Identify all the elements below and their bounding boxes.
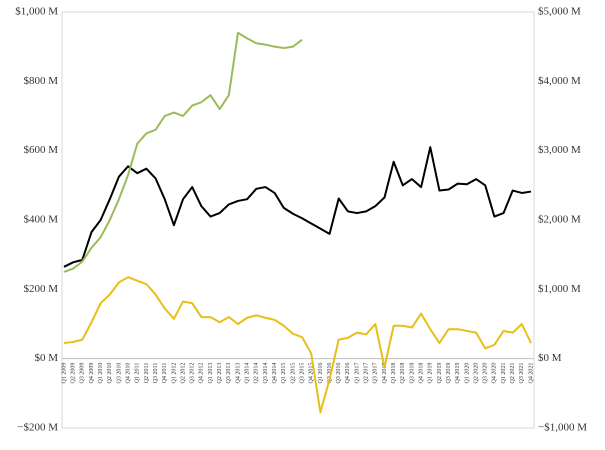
x-tick-label: Q2 2010 xyxy=(107,363,113,384)
x-tick-label: Q1 2010 xyxy=(98,363,104,384)
x-tick-label: Q2 2016 xyxy=(327,363,333,384)
y2-tick-label: $5,000 M xyxy=(538,6,581,18)
y-tick-label: $800 M xyxy=(23,75,58,87)
x-tick-label: Q3 2021 xyxy=(519,363,525,384)
x-tick-label: Q3 2011 xyxy=(153,363,159,384)
x-tick-label: Q1 2013 xyxy=(208,363,214,384)
series-line xyxy=(63,31,303,273)
x-tick-label: Q2 2020 xyxy=(473,363,479,384)
x-tick-label: Q3 2009 xyxy=(80,363,86,384)
y-tick-label: $600 M xyxy=(23,144,58,156)
series-line xyxy=(63,276,532,414)
x-tick-label: Q4 2013 xyxy=(235,363,241,384)
x-tick-label: Q4 2019 xyxy=(455,363,461,384)
x-tick-label: Q3 2014 xyxy=(263,363,269,384)
y2-tick-label: −$1,000 M xyxy=(538,422,587,434)
x-tick-label: Q1 2018 xyxy=(391,363,397,384)
x-tick-label: Q3 2020 xyxy=(483,363,489,384)
y2-tick-label: $3,000 M xyxy=(538,144,581,156)
x-tick-label: Q1 2009 xyxy=(61,363,67,384)
x-tick-label: Q2 2017 xyxy=(364,363,370,384)
y2-tick-label: $4,000 M xyxy=(538,75,581,87)
x-tick-label: Q4 2016 xyxy=(345,363,351,384)
x-tick-label: Q4 2015 xyxy=(309,363,315,384)
x-tick-label: Q2 2009 xyxy=(71,363,77,384)
x-tick-label: Q1 2017 xyxy=(354,363,360,384)
x-tick-label: Q2 2012 xyxy=(180,363,186,384)
x-tick-label: Q3 2019 xyxy=(446,363,452,384)
x-tick-label: Q4 2012 xyxy=(199,363,205,384)
x-tick-label: Q2 2015 xyxy=(290,363,296,384)
x-tick-label: Q1 2015 xyxy=(281,363,287,384)
x-tick-label: Q3 2018 xyxy=(409,363,415,384)
x-tick-label: Q1 2016 xyxy=(318,363,324,384)
x-tick-label: Q3 2015 xyxy=(299,363,305,384)
series-line xyxy=(63,146,532,268)
x-tick-label: Q4 2011 xyxy=(162,363,168,384)
x-tick-label: Q1 2014 xyxy=(245,363,251,384)
x-tick-label: Q4 2017 xyxy=(382,363,388,384)
y-tick-label: $400 M xyxy=(23,214,58,226)
x-tick-label: Q4 2018 xyxy=(418,363,424,384)
y-tick-label: −$200 M xyxy=(17,422,58,434)
x-tick-label: Q2 2014 xyxy=(254,363,260,384)
y-tick-label: $1,000 M xyxy=(15,6,58,18)
x-tick-label: Q1 2011 xyxy=(135,363,141,384)
x-tick-label: Q2 2013 xyxy=(217,363,223,384)
x-tick-label: Q2 2019 xyxy=(437,363,443,384)
x-tick-label: Q3 2013 xyxy=(226,363,232,384)
x-tick-label: Q2 2021 xyxy=(510,363,516,384)
x-tick-label: Q1 2019 xyxy=(428,363,434,384)
x-tick-label: Q2 2018 xyxy=(400,363,406,384)
y2-tick-label: $2,000 M xyxy=(538,214,581,226)
x-tick-label: Q2 2011 xyxy=(144,363,150,384)
y2-tick-label: $1,000 M xyxy=(538,283,581,295)
plot-area xyxy=(61,11,535,429)
y-tick-label: $200 M xyxy=(23,283,58,295)
x-tick-label: Q4 2021 xyxy=(528,363,534,384)
x-tick-label: Q1 2012 xyxy=(171,363,177,384)
x-tick-label: Q4 2020 xyxy=(492,363,498,384)
x-tick-label: Q3 2012 xyxy=(190,363,196,384)
x-tick-label: Q3 2017 xyxy=(373,363,379,384)
x-tick-label: Q3 2010 xyxy=(116,363,122,384)
y-tick-label: $0 M xyxy=(34,352,58,364)
y2-tick-label: $0 M xyxy=(538,352,562,364)
x-tick-label: Q3 2016 xyxy=(336,363,342,384)
x-tick-label: Q4 2014 xyxy=(272,363,278,384)
x-tick-label: Q1 2021 xyxy=(501,363,507,384)
x-tick-label: Q4 2009 xyxy=(89,363,95,384)
x-tick-label: Q4 2010 xyxy=(125,363,131,384)
x-tick-label: Q1 2020 xyxy=(464,363,470,384)
